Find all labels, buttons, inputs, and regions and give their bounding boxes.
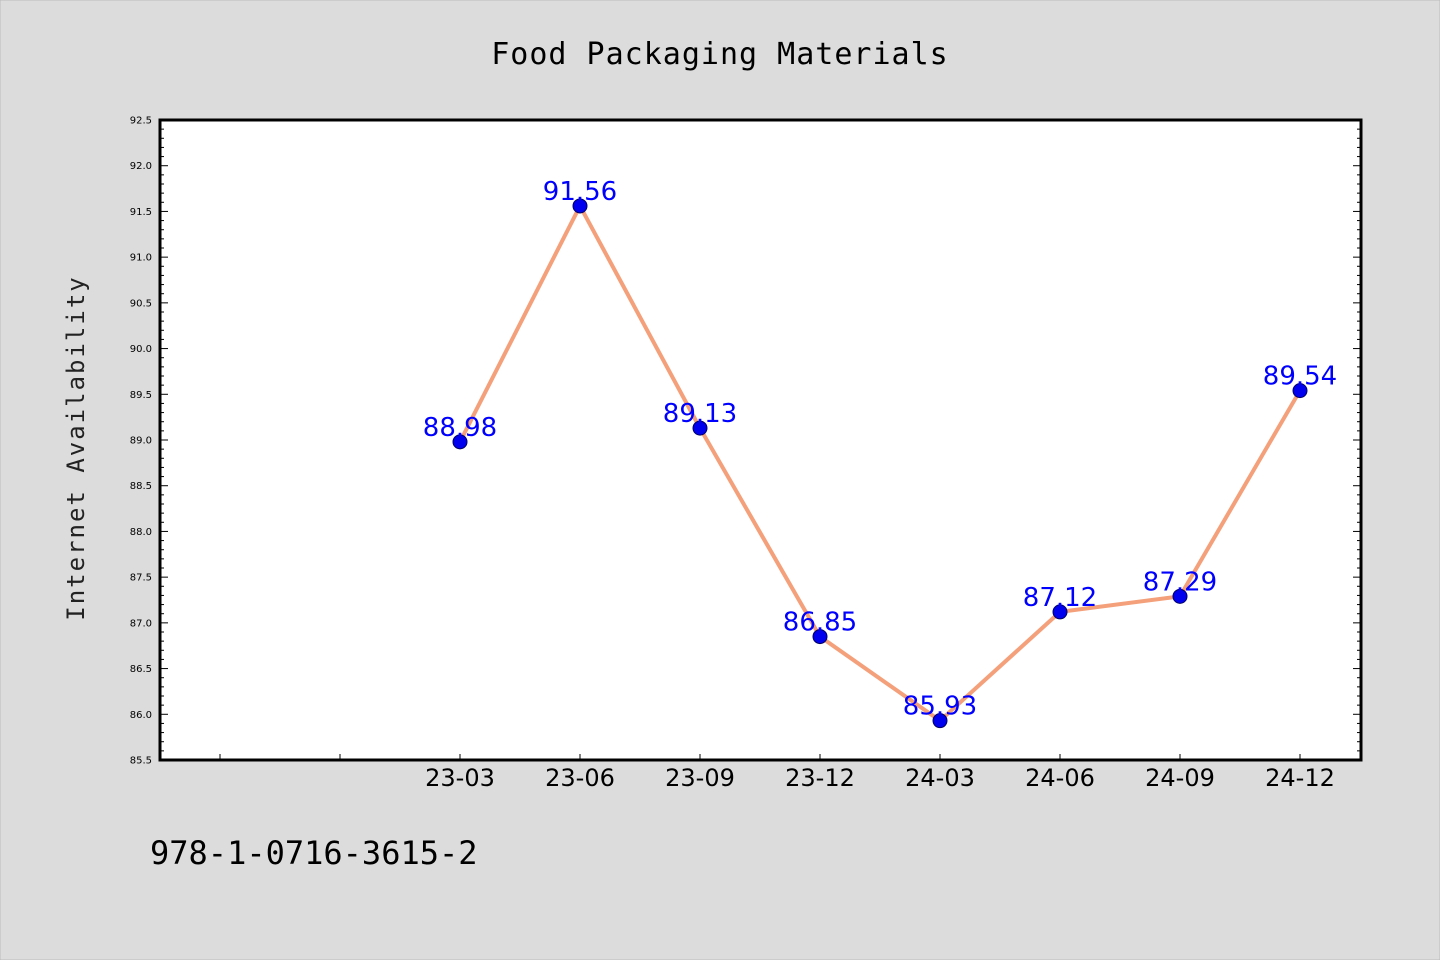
data-points — [452, 198, 1308, 729]
data-labels: 88.98 91.56 89.13 86.85 85.93 87.12 87.29 89.54 — [423, 177, 1337, 722]
data-point — [692, 420, 708, 436]
y-tick-label: 91.0 — [130, 253, 152, 264]
data-label: 91.56 — [543, 177, 617, 207]
y-tick-label: 86.5 — [130, 664, 152, 675]
data-label: 87.12 — [1023, 583, 1097, 613]
series-line-group — [458, 203, 1302, 723]
plot-frame — [158, 118, 1363, 762]
y-tick-label: 87.5 — [130, 573, 152, 584]
plot-area — [160, 120, 1361, 760]
data-point — [812, 629, 828, 645]
y-tick-label: 89.5 — [130, 390, 152, 401]
y-tick-label: 90.5 — [130, 298, 152, 309]
data-label: 86.85 — [783, 608, 857, 638]
data-point — [1292, 383, 1308, 399]
y-tick-label: 85.5 — [130, 756, 152, 767]
y-axis-label: Internet Availability — [62, 275, 90, 620]
x-axis: 23-03 23-06 23-09 23-12 24-03 24-06 24-09 24-12 — [219, 754, 1335, 792]
y-tick-label: 88.0 — [130, 527, 152, 538]
y-tick-label: 90.0 — [130, 344, 152, 355]
x-tick-label: 24-06 — [1025, 764, 1095, 792]
x-tick-label: 24-09 — [1145, 764, 1215, 792]
data-label: 85.93 — [903, 692, 977, 722]
y-tick-label: 89.0 — [130, 436, 152, 447]
y-tick-label: 92.0 — [130, 161, 152, 172]
y-tick-label: 87.0 — [130, 618, 152, 629]
data-point — [1052, 604, 1068, 620]
data-point — [452, 434, 468, 450]
data-point — [932, 713, 948, 729]
y-tick-label: 92.5 — [130, 116, 152, 127]
x-tick-label: 23-06 — [545, 764, 615, 792]
x-tick-label: 23-09 — [665, 764, 735, 792]
x-tick-label: 24-12 — [1265, 764, 1335, 792]
data-label: 88.98 — [423, 413, 497, 443]
y-tick-label: 86.0 — [130, 710, 152, 721]
data-point — [1172, 588, 1188, 604]
x-tick-label: 24-03 — [905, 764, 975, 792]
x-tick-label: 23-12 — [785, 764, 855, 792]
y-tick-label: 88.5 — [130, 481, 152, 492]
data-point — [572, 198, 588, 214]
y-tick-label: 91.5 — [130, 207, 152, 218]
series-line — [458, 203, 1302, 723]
chart-title: Food Packaging Materials — [491, 37, 948, 72]
data-label: 89.54 — [1263, 362, 1337, 392]
x-tick-label: 23-03 — [425, 764, 495, 792]
data-label: 89.13 — [663, 399, 737, 429]
data-label: 87.29 — [1143, 567, 1217, 597]
footer-text: 978-1-0716-3615-2 — [150, 834, 478, 872]
